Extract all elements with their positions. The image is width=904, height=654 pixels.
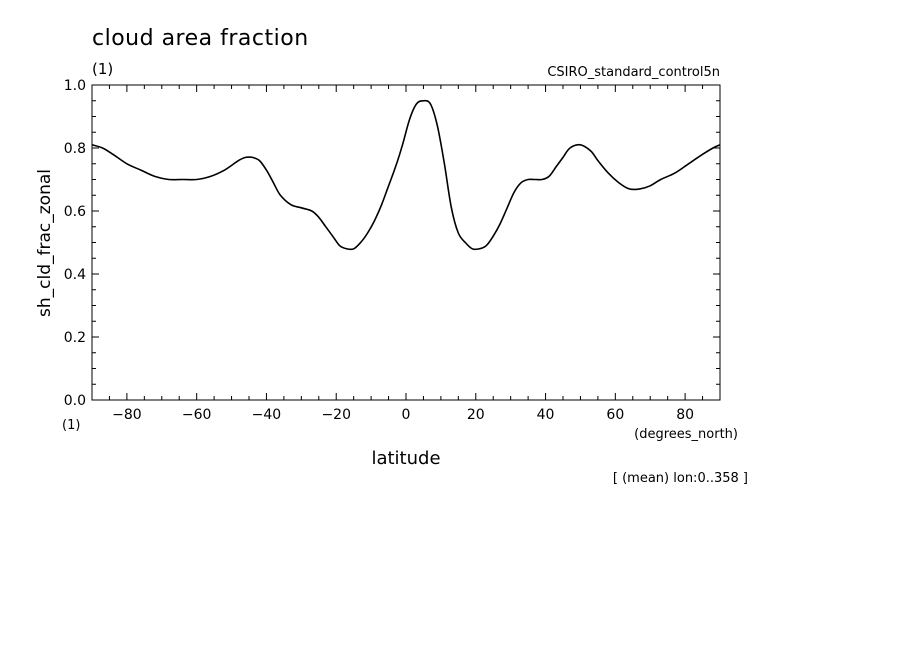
y-units: (1) — [62, 418, 80, 433]
y-tick-labels: 0.0 0.2 0.4 0.6 0.8 1.0 — [64, 78, 86, 409]
x-tick-label: 80 — [676, 407, 694, 423]
x-units: (degrees_north) — [634, 427, 738, 442]
x-tick-label: 60 — [606, 407, 624, 423]
chart-title: cloud area fraction — [92, 26, 309, 51]
x-axis-label: latitude — [371, 448, 440, 469]
y-tick-label: 0.8 — [64, 141, 86, 157]
title-units: (1) — [92, 60, 113, 78]
x-tick-label: 0 — [402, 407, 411, 423]
x-tick-label: −20 — [321, 407, 351, 423]
y-tick-label: 1.0 — [64, 78, 86, 94]
y-tick-label: 0.6 — [64, 204, 86, 220]
y-tick-label: 0.4 — [64, 267, 86, 283]
footnote: [ (mean) lon:0..358 ] — [613, 471, 748, 486]
x-tick-label: −60 — [182, 407, 212, 423]
x-tick-label: −40 — [252, 407, 282, 423]
series-line — [91, 99, 721, 251]
x-tick-label: −80 — [112, 407, 142, 423]
y-tick-label: 0.2 — [64, 330, 86, 346]
axis-ticks — [91, 84, 721, 401]
x-tick-label: 40 — [537, 407, 555, 423]
x-tick-label: 20 — [467, 407, 485, 423]
y-tick-label: 0.0 — [64, 393, 86, 409]
dataset-label: CSIRO_standard_control5n — [547, 65, 720, 80]
x-tick-labels: −80 −60 −40 −20 0 20 40 60 80 — [112, 407, 694, 423]
y-axis-label: sh_cld_frac_zonal — [35, 169, 55, 317]
